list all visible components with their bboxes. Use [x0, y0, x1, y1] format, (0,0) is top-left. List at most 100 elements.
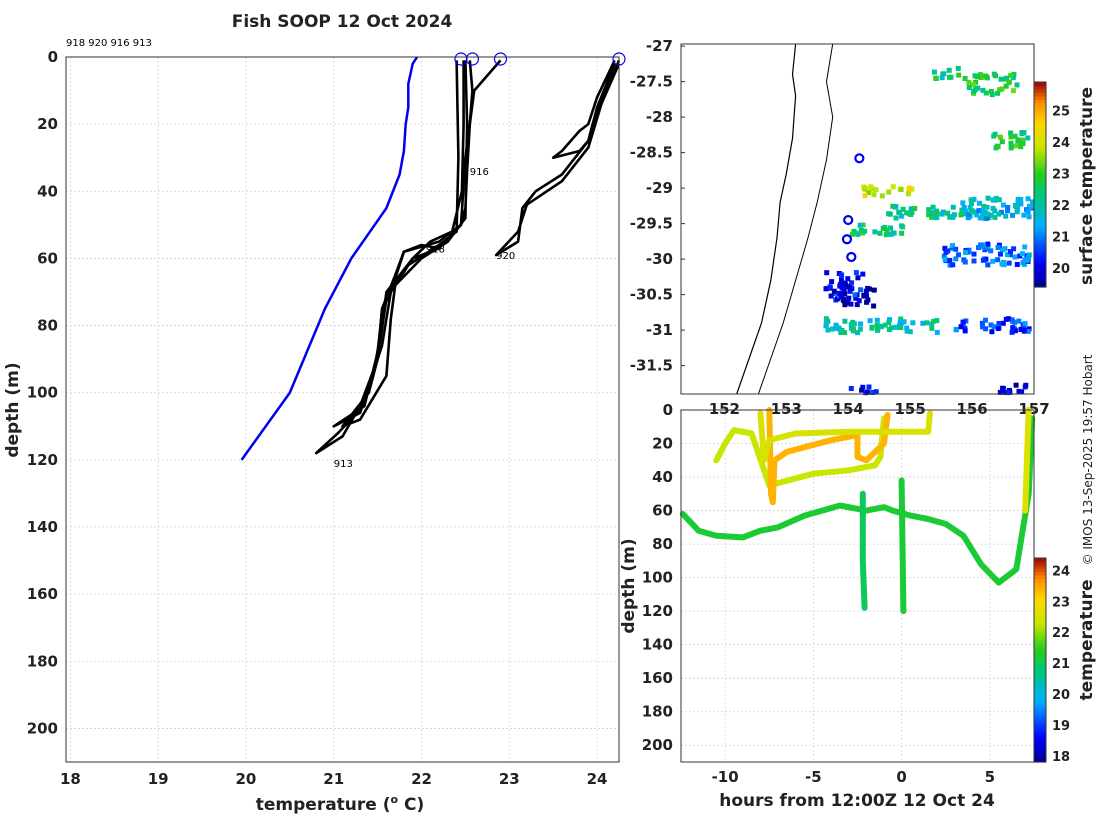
profile-id-label: 916: [470, 167, 489, 178]
section-x-tick-label: -5: [805, 768, 822, 786]
section-colorbar-tick-label: 18: [1052, 750, 1070, 765]
x-tick-label: 21: [323, 770, 344, 788]
map-y-tick-label: -29.5: [630, 215, 673, 233]
map-x-tick-label: 155: [894, 400, 925, 418]
profile-plot-frame: [65, 56, 620, 763]
y-tick-label: 40: [37, 182, 58, 200]
section-y-tick-label: 180: [642, 703, 673, 721]
map-x-tick-label: 154: [833, 400, 864, 418]
map-colorbar-tick-label: 23: [1052, 167, 1070, 182]
y-tick-label: 200: [27, 719, 58, 737]
map-y-tick-label: -31: [646, 321, 673, 339]
section-y-label: depth (m): [619, 538, 639, 633]
section-y-tick-label: 140: [642, 636, 673, 654]
station-marker: [854, 153, 865, 164]
section-grid: [681, 409, 1034, 762]
profile-lines: 913 916 918 920: [240, 52, 626, 470]
sst-map: [736, 43, 1039, 396]
x-tick-label: 20: [236, 770, 257, 788]
x-tick-label: 23: [499, 770, 520, 788]
profile-id-label: 913: [334, 459, 353, 470]
section-ticks: -10 -5 0 5 0 20 40 60 80 100 120 140 160 180 200: [642, 401, 995, 786]
y-tick-label: 100: [27, 384, 58, 402]
section-y-tick-label: 20: [652, 435, 673, 453]
map-colorbar-tick-label: 24: [1052, 136, 1070, 151]
profile-line-920: [551, 59, 621, 159]
profile-line-920b: [494, 63, 621, 257]
profile-line-918: [332, 59, 502, 428]
section-colorbar-tick-label: 24: [1052, 564, 1070, 579]
section-track: [757, 410, 933, 464]
section-track: [1022, 407, 1032, 514]
section-colorbar-tick-label: 20: [1052, 688, 1070, 703]
station-marker: [843, 214, 854, 226]
section-track: [679, 415, 1036, 586]
section-x-tick-label: 0: [896, 768, 906, 786]
section-track: [766, 407, 891, 506]
section-y-tick-label: 160: [642, 669, 673, 687]
section-data: [679, 407, 1036, 615]
map-colorbar-tick-label: 20: [1052, 262, 1070, 277]
map-y-tick-label: -30: [646, 250, 673, 268]
section-y-tick-label: 200: [642, 736, 673, 754]
credit-text: © IMOS 13-Sep-2025 19:57 Hobart: [1081, 354, 1095, 565]
profile-id-label: 918: [426, 244, 445, 255]
map-colorbar-tick-label: 25: [1052, 104, 1070, 119]
map-y-tick-label: -29: [646, 179, 673, 197]
map-colorbar-label: surface temperature: [1077, 87, 1097, 285]
header-ids: 918 920 916 913: [66, 38, 152, 49]
section-y-tick-label: 40: [652, 468, 673, 486]
map-colorbar-frame: [1033, 81, 1047, 288]
map-x-tick-label: 156: [956, 400, 987, 418]
profile-line-913: [314, 60, 465, 455]
station-marker: [841, 234, 853, 245]
section-colorbar-tick-label: 21: [1052, 657, 1070, 672]
section-colorbar-frame: [1033, 557, 1047, 763]
y-tick-label: 160: [27, 585, 58, 603]
map-y-tick-label: -27.5: [630, 73, 673, 91]
x-tick-label: 24: [587, 770, 608, 788]
section-colorbar-tick-label: 19: [1052, 719, 1070, 734]
station-marker: [846, 251, 857, 263]
surface-marker: [493, 52, 508, 66]
y-tick-label: 0: [48, 48, 58, 66]
map-y-tick-label: -30.5: [630, 286, 673, 304]
profile-grid: [66, 56, 619, 762]
profile-id-label: 920: [496, 251, 515, 262]
chart-title: Fish SOOP 12 Oct 2024: [232, 12, 453, 32]
surface-marker: [454, 52, 468, 66]
y-tick-label: 180: [27, 652, 58, 670]
section-y-tick-label: 120: [642, 602, 673, 620]
section-track: [898, 477, 907, 615]
section-track: [713, 415, 887, 489]
section-track: [859, 490, 868, 611]
section-x-tick-label: 5: [985, 768, 995, 786]
map-y-tick-label: -31.5: [630, 357, 673, 375]
map-colorbar: 20 21 22 23 24 25: [1033, 81, 1070, 288]
map-y-tick-label: -27: [646, 37, 673, 55]
shelf-contour: [757, 43, 834, 395]
section-colorbar-label: temperature: [1077, 579, 1097, 700]
climatology-line: [240, 56, 419, 461]
profile-x-label: temperature (o C): [256, 793, 425, 815]
x-tick-label: 18: [60, 770, 81, 788]
map-colorbar-tick-label: 22: [1052, 199, 1070, 214]
y-tick-label: 20: [37, 115, 58, 133]
map-ticks: -27 -27.5 -28 -28.5 -29 -29.5 -30 -30.5 -31 -31.5…: [630, 37, 1050, 418]
section-y-tick-label: 0: [663, 401, 673, 419]
profile-ticks: 18 19 20 21 22 23 24 0 20 40 60 80 100 120 140 160 180 20…: [27, 48, 608, 788]
surface-marker: [465, 52, 480, 66]
section-y-tick-label: 80: [652, 535, 673, 553]
section-x-tick-label: -10: [712, 768, 739, 786]
x-tick-label: 22: [411, 770, 432, 788]
section-colorbar-tick-label: 23: [1052, 595, 1070, 610]
y-tick-label: 140: [27, 518, 58, 536]
y-tick-label: 80: [37, 317, 58, 335]
map-x-tick-label: 153: [771, 400, 802, 418]
section-plot-frame: [680, 409, 1035, 763]
coastline: [736, 43, 797, 395]
map-y-tick-label: -28.5: [630, 144, 673, 162]
map-y-tick-label: -28: [646, 108, 673, 126]
section-colorbar: 18 19 20 21 22 23 24: [1033, 557, 1070, 765]
y-tick-label: 120: [27, 451, 58, 469]
